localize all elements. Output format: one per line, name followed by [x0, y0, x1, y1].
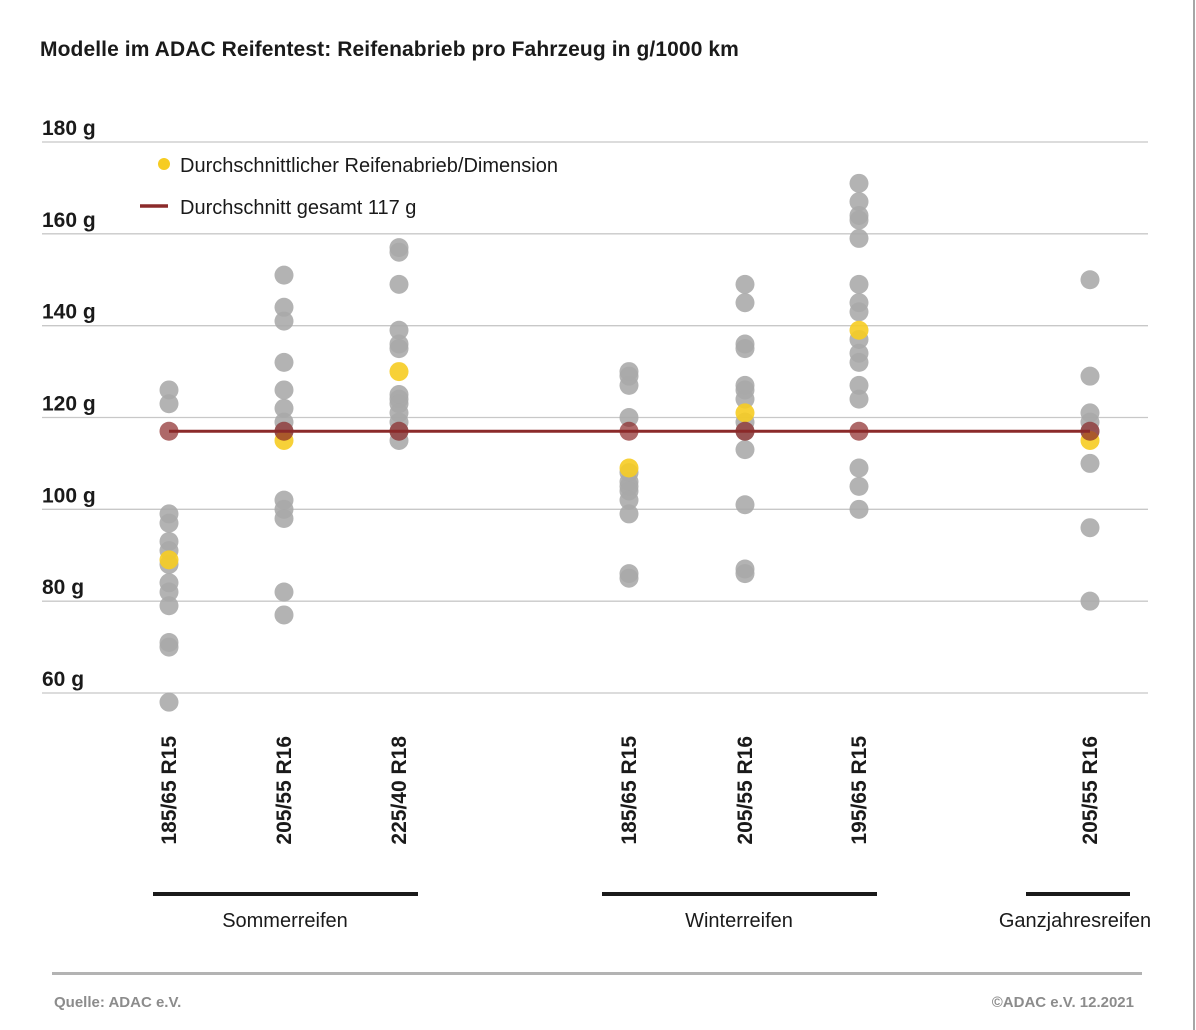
data-point [159, 596, 179, 616]
data-point [274, 352, 294, 372]
data-point [389, 320, 409, 340]
data-point [389, 274, 409, 294]
legend-average-marker [158, 158, 170, 170]
y-tick-label-120: 120 g [42, 393, 96, 416]
overall-average-layer [159, 421, 1100, 441]
copyright-note: ©ADAC e.V. 12.2021 [991, 994, 1134, 1011]
legend-overall-label: Durchschnitt gesamt 117 g [180, 197, 416, 219]
data-point [735, 440, 755, 460]
data-point [735, 495, 755, 515]
y-tick-label-100: 100 g [42, 484, 96, 507]
data-point [849, 192, 869, 212]
data-point [274, 265, 294, 285]
y-tick-label-160: 160 g [42, 209, 96, 232]
data-point [274, 605, 294, 625]
data-point [274, 380, 294, 400]
data-point [849, 210, 869, 230]
data-point [1080, 518, 1100, 538]
group-label: Ganzjahresreifen [999, 910, 1151, 932]
chart-title: Modelle im ADAC Reifentest: Reifenabrieb… [40, 38, 739, 61]
x-tick-label: 205/55 R16 [273, 736, 296, 845]
overall-average-marker [735, 421, 755, 441]
average-point [619, 458, 639, 478]
data-point [735, 564, 755, 584]
data-point [849, 476, 869, 496]
group-label: Winterreifen [685, 910, 793, 932]
data-point [849, 389, 869, 409]
data-point [849, 302, 869, 322]
data-point [735, 274, 755, 294]
x-tick-label: 185/65 R15 [618, 736, 641, 845]
legend: Durchschnittlicher Reifenabrieb/Dimensio… [140, 155, 558, 219]
x-tick-label: 205/55 R16 [734, 736, 757, 845]
data-point [735, 389, 755, 409]
overall-average-marker [849, 421, 869, 441]
group-labels: Sommerreifen Winterreifen Ganzjahresreifen [153, 892, 1151, 932]
source-note: Quelle: ADAC e.V. [54, 994, 182, 1011]
data-point [159, 692, 179, 712]
x-tick-label: 185/65 R15 [158, 736, 181, 845]
scatter-chart: 60 g 80 g 100 g 120 g 140 g 160 g 180 g Durchs… [42, 117, 1151, 932]
overall-average-marker [274, 421, 294, 441]
data-point [389, 242, 409, 262]
data-point [619, 504, 639, 524]
x-tick-labels: 185/65 R15 205/55 R16 225/40 R18 185/65 R15… [158, 736, 1102, 845]
data-point [159, 637, 179, 657]
group-label: Sommerreifen [222, 910, 348, 932]
data-point [274, 297, 294, 317]
y-tick-label-140: 140 g [42, 301, 96, 324]
data-point [274, 509, 294, 529]
legend-average-label: Durchschnittlicher Reifenabrieb/Dimensio… [180, 155, 558, 177]
data-point [619, 375, 639, 395]
data-point [159, 513, 179, 533]
data-point [159, 394, 179, 414]
data-point [849, 274, 869, 294]
data-point [849, 352, 869, 372]
data-point [1080, 270, 1100, 290]
data-point [159, 582, 179, 602]
data-point [849, 499, 869, 519]
grid-layer [42, 141, 1148, 694]
overall-average-marker [159, 421, 179, 441]
x-tick-label: 195/65 R15 [848, 736, 871, 845]
average-point [849, 320, 869, 340]
data-point [274, 398, 294, 418]
data-point [619, 568, 639, 588]
y-tick-label-80: 80 g [42, 576, 84, 599]
y-tick-label-60: 60 g [42, 668, 84, 691]
overall-average-marker [389, 421, 409, 441]
data-point [1080, 591, 1100, 611]
data-point [619, 490, 639, 510]
y-tick-label-180: 180 g [42, 117, 96, 140]
x-tick-label: 205/55 R16 [1079, 736, 1102, 845]
average-point [389, 362, 409, 382]
overall-average-marker [1080, 421, 1100, 441]
data-point [274, 582, 294, 602]
data-point [849, 375, 869, 395]
data-point [735, 293, 755, 313]
data-point [849, 458, 869, 478]
overall-average-marker [619, 421, 639, 441]
data-point [619, 408, 639, 427]
footer-divider [52, 972, 1142, 975]
data-points [159, 173, 1100, 712]
data-point [389, 339, 409, 359]
right-border [1193, 0, 1195, 1030]
y-tick-labels: 60 g 80 g 100 g 120 g 140 g 160 g 180 g [42, 117, 96, 691]
data-point [1080, 366, 1100, 386]
average-point [735, 403, 755, 423]
data-point [159, 380, 179, 400]
data-point [274, 311, 294, 331]
data-point [1080, 453, 1100, 473]
data-point [849, 173, 869, 193]
x-tick-label: 225/40 R18 [388, 736, 411, 845]
average-point [159, 550, 179, 570]
data-point [735, 339, 755, 359]
data-point [849, 228, 869, 248]
